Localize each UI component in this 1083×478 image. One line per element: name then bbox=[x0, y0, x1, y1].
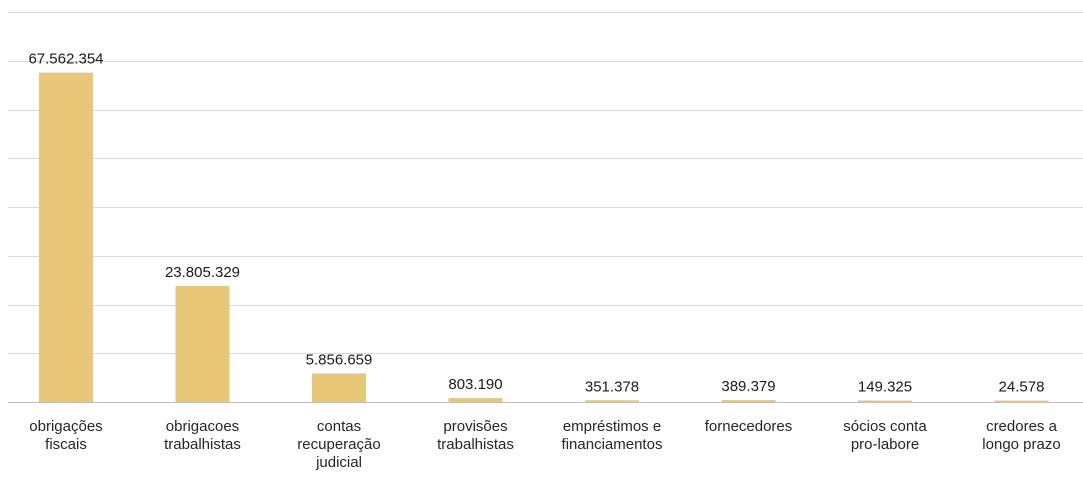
category-label: fornecedores bbox=[705, 418, 793, 435]
data-label: 24.578 bbox=[999, 379, 1045, 396]
data-label: 351.378 bbox=[585, 378, 639, 395]
category-label: sócios conta pro-labore bbox=[843, 418, 927, 453]
data-label: 5.856.659 bbox=[306, 351, 373, 368]
bar bbox=[175, 285, 230, 402]
data-label: 23.805.329 bbox=[165, 264, 240, 281]
data-label: 149.325 bbox=[858, 379, 912, 396]
gridlines bbox=[8, 12, 1083, 403]
category-label-line: pro-labore bbox=[851, 436, 919, 453]
category-label-line: obrigações bbox=[29, 418, 102, 435]
category-label-line: sócios conta bbox=[843, 418, 927, 435]
bar bbox=[994, 400, 1049, 402]
bar bbox=[448, 398, 503, 402]
category-label-line: credores a bbox=[986, 418, 1058, 435]
category-label-line: longo prazo bbox=[982, 436, 1060, 453]
category-label-line: financiamentos bbox=[562, 436, 663, 453]
category-label-line: recuperação bbox=[297, 436, 380, 453]
category-label-line: judicial bbox=[315, 454, 362, 471]
category-label: credores a longo prazo bbox=[982, 418, 1060, 453]
bar bbox=[858, 400, 912, 402]
category-label-line: fiscais bbox=[45, 436, 87, 453]
category-label: obrigacoes trabalhistas bbox=[164, 418, 241, 453]
category-label-line: contas bbox=[317, 418, 361, 435]
category-label-line: empréstimos e bbox=[563, 418, 661, 435]
category-label-line: trabalhistas bbox=[437, 436, 514, 453]
category-label: provisões trabalhistas bbox=[437, 418, 514, 453]
data-label: 389.379 bbox=[721, 378, 775, 395]
category-label-line: provisões bbox=[443, 418, 507, 435]
category-label: obrigações fiscais bbox=[29, 418, 102, 453]
category-label-line: fornecedores bbox=[705, 418, 793, 435]
data-label: 803.190 bbox=[448, 376, 502, 393]
bar bbox=[312, 373, 366, 402]
bar bbox=[721, 400, 776, 402]
category-label: empréstimos e financiamentos bbox=[562, 418, 663, 453]
bars bbox=[39, 72, 1049, 403]
category-label: contas recuperação judicial bbox=[297, 418, 380, 471]
category-label-line: obrigacoes bbox=[166, 418, 239, 435]
category-label-line: trabalhistas bbox=[164, 436, 241, 453]
data-label: 67.562.354 bbox=[28, 51, 103, 68]
bar bbox=[585, 400, 639, 402]
data-labels: 67.562.354 23.805.329 5.856.659 803.190 351.… bbox=[28, 51, 1044, 396]
bar bbox=[39, 72, 93, 403]
